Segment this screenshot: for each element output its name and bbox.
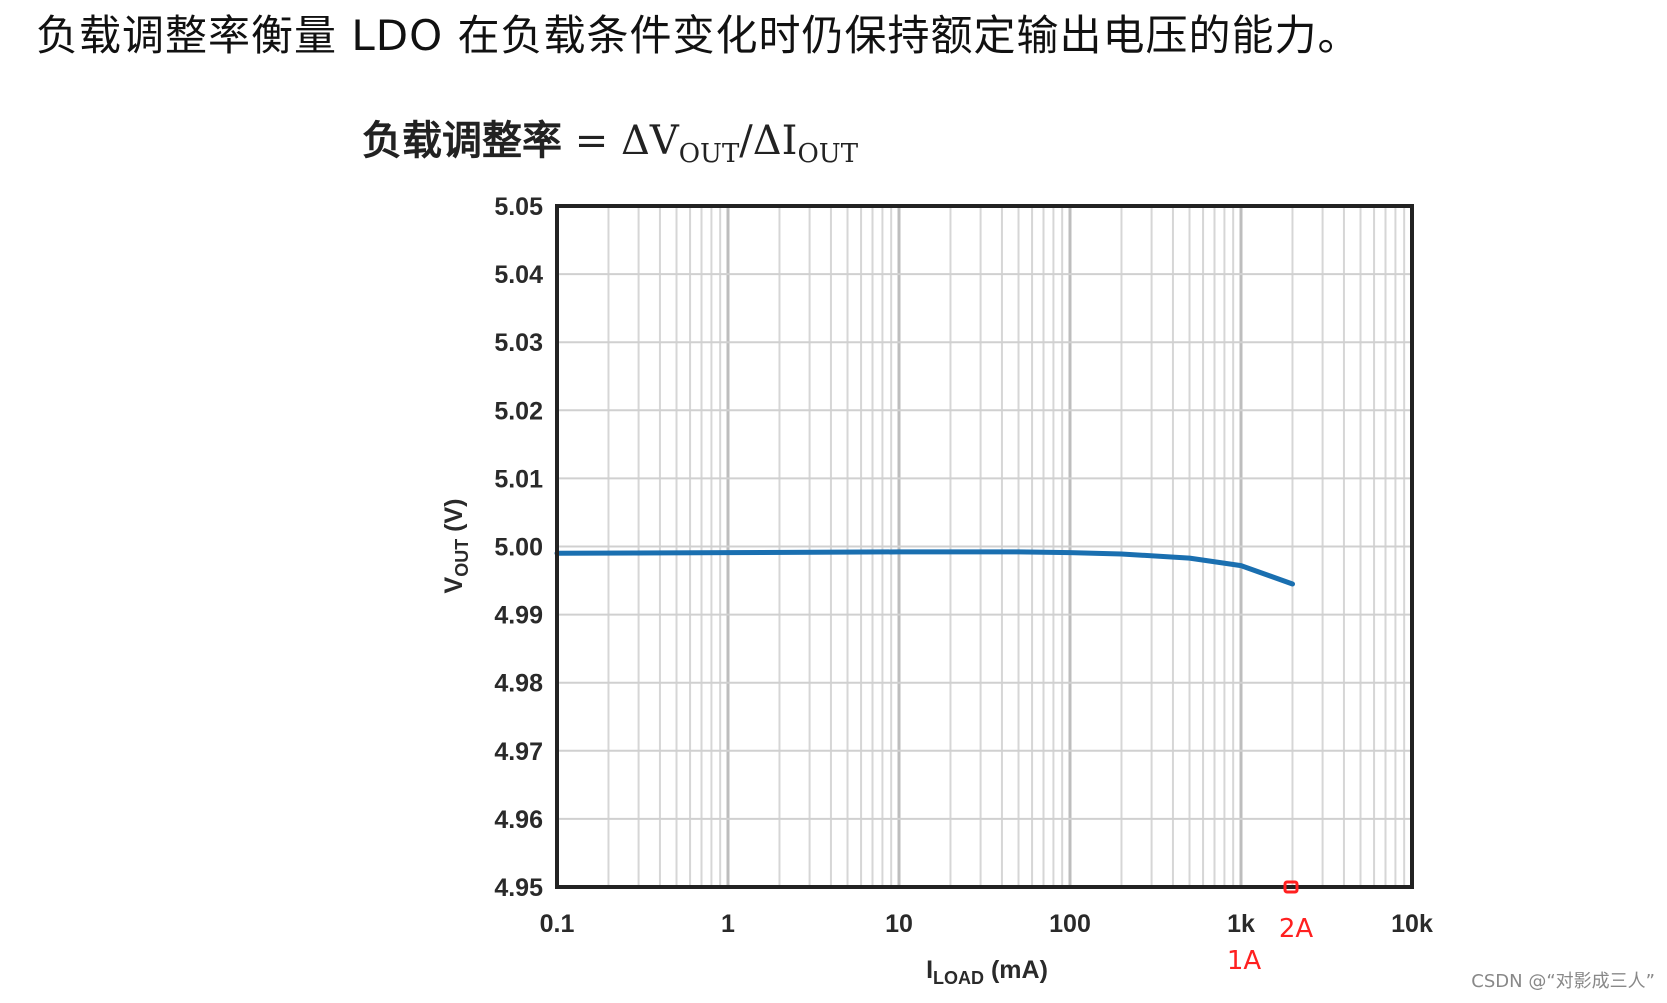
y-tick-label: 4.97 [494,738,543,766]
x-tick-label: 10 [885,910,913,938]
x-tick-label: 1k [1227,910,1255,938]
x-axis-ticks: 0.1 1 10 100 1k 10k [540,910,1433,938]
chart-grid [557,206,1412,887]
formula-label: 负载调整率 [362,117,562,164]
y-tick-label: 4.98 [494,670,543,698]
x-tick-label: 0.1 [540,910,575,938]
vout-curve [554,549,1295,587]
x-tick-label: 100 [1049,910,1091,938]
formula-eq: = ΔV [562,118,679,164]
2a-marker [1283,880,1299,894]
y-axis-label: VOUT (V) [440,499,472,594]
y-tick-label: 4.99 [494,602,543,630]
x-tick-label: 1 [721,910,735,938]
watermark: CSDN @“对影成三人” [1471,971,1655,992]
formula: 负载调整率 = ΔVOUT/ΔIOUT [362,117,859,169]
annotation-1a: 1A [1227,946,1262,976]
x-axis-label: ILOAD (mA) [926,956,1048,988]
y-tick-label: 5.05 [494,193,543,221]
y-tick-label: 4.95 [494,874,543,902]
y-tick-label: 5.00 [494,534,543,562]
y-tick-label: 5.03 [494,329,543,357]
plot-frame [555,204,1414,889]
y-axis-ticks: 5.05 5.04 5.03 5.02 5.01 5.00 4.99 4.98 4.97 4.96… [494,193,543,902]
x-tick-label: 10k [1391,910,1433,938]
y-tick-label: 4.96 [494,806,543,834]
y-tick-label: 5.01 [494,465,543,493]
vout-line [554,549,1295,587]
annotation-2a: 2A [1279,914,1314,944]
y-tick-label: 5.04 [494,261,543,289]
y-tick-label: 5.02 [494,397,543,425]
intro-text: 负载调整率衡量 LDO 在负载条件变化时仍保持额定输出电压的能力。 [36,11,1361,60]
